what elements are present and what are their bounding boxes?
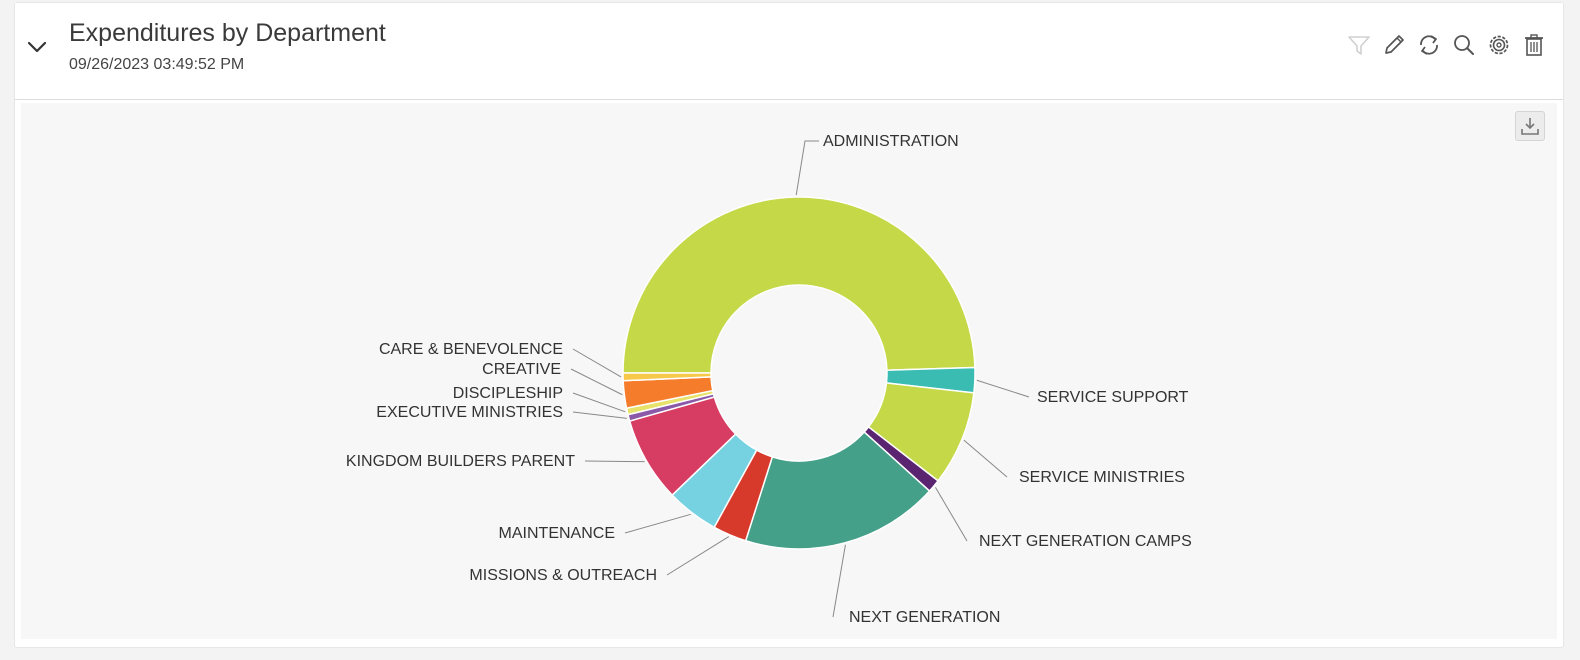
widget-toolbar xyxy=(1344,27,1549,63)
leader-line xyxy=(666,536,730,576)
leader-line xyxy=(795,140,819,196)
leader-line xyxy=(584,460,645,463)
slice-label: EXECUTIVE MINISTRIES xyxy=(376,404,563,421)
download-icon xyxy=(1521,118,1539,135)
donut-slice-care-benevolence[interactable] xyxy=(622,372,712,382)
delete-button[interactable] xyxy=(1519,29,1549,61)
search-button[interactable] xyxy=(1449,29,1479,61)
settings-button[interactable] xyxy=(1484,29,1514,61)
search-icon xyxy=(1454,35,1474,55)
widget-header: Expenditures by Department 09/26/2023 03… xyxy=(15,3,1563,100)
leader-line xyxy=(935,487,968,542)
slice-label: CREATIVE xyxy=(482,361,561,378)
edit-button[interactable] xyxy=(1379,29,1409,61)
leader-line xyxy=(572,411,627,419)
edit-icon xyxy=(1385,35,1404,54)
widget-card: Expenditures by Department 09/26/2023 03… xyxy=(14,2,1564,648)
slice-label: MISSIONS & OUTREACH xyxy=(469,567,657,584)
widget-title: Expenditures by Department xyxy=(69,19,386,47)
refresh-icon xyxy=(1420,35,1438,55)
leader-line xyxy=(572,348,622,378)
slice-label: MAINTENANCE xyxy=(499,525,615,542)
slice-label: CARE & BENEVOLENCE xyxy=(379,341,563,358)
slice-label: SERVICE SUPPORT xyxy=(1037,389,1189,406)
filter-button[interactable] xyxy=(1344,29,1374,61)
export-button[interactable] xyxy=(1515,111,1545,141)
collapse-button[interactable] xyxy=(21,31,53,63)
widget-timestamp: 09/26/2023 03:49:52 PM xyxy=(69,56,245,73)
donut-slice-administration[interactable] xyxy=(622,196,976,374)
leader-line xyxy=(976,379,1030,398)
slice-label: DISCIPLESHIP xyxy=(453,385,563,402)
slice-label: KINGDOM BUILDERS PARENT xyxy=(346,453,575,470)
settings-icon xyxy=(1489,35,1509,55)
slice-label: NEXT GENERATION xyxy=(849,609,1000,626)
filter-icon xyxy=(1348,36,1370,55)
chevron-down-icon xyxy=(27,41,47,53)
chart-area: ADMINISTRATION SERVICE SUPPORT SERVICE MIN… xyxy=(21,103,1557,639)
slice-label: SERVICE MINISTRIES xyxy=(1019,469,1185,486)
leader-line xyxy=(832,544,846,618)
leader-line xyxy=(570,368,623,396)
refresh-button[interactable] xyxy=(1414,29,1444,61)
delete-icon xyxy=(1525,34,1543,56)
donut-slice-next-generation[interactable] xyxy=(744,430,931,550)
donut-chart: ADMINISTRATION SERVICE SUPPORT SERVICE MIN… xyxy=(346,133,1192,626)
leader-line xyxy=(624,513,691,534)
slice-label: ADMINISTRATION xyxy=(823,133,959,150)
slice-label: NEXT GENERATION CAMPS xyxy=(979,533,1192,550)
leader-line xyxy=(963,439,1008,478)
leader-line xyxy=(572,392,626,413)
